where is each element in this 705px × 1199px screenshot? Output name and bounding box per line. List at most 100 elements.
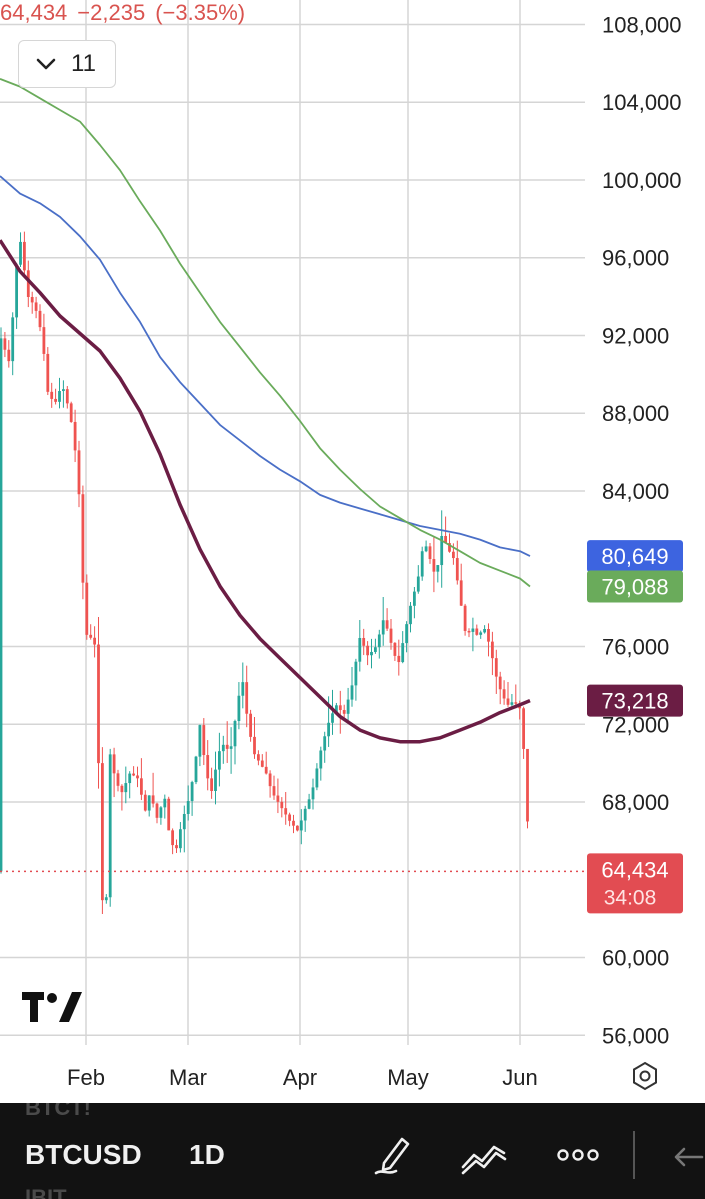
grid [0,0,585,1045]
candle-body [264,766,268,774]
y-tick-label: 56,000 [602,1023,669,1048]
interval-selector[interactable]: 11 [18,40,116,88]
undo-icon[interactable] [672,1143,704,1173]
candle-body [77,450,81,495]
candle-body [440,535,444,566]
candle-body [416,576,420,592]
candle-body [292,820,295,826]
candle-body [58,391,61,402]
candle-body [116,773,120,786]
y-tick-label: 76,000 [602,634,669,659]
candle-body [140,778,143,795]
candle-body [455,558,459,581]
candle-body [85,582,89,635]
candle-body [346,699,350,714]
price-badge-bg [587,684,683,717]
candle-body [210,778,213,791]
candle-body [112,754,116,774]
candle-body [81,494,85,583]
candle-body [358,637,362,662]
y-tick-label: 104,000 [602,90,682,115]
price-badge: 64,434 34:08 [587,853,683,914]
candle-body [3,338,7,350]
candle-body [143,794,147,811]
candle-body [436,565,440,572]
candle-body [249,713,252,737]
y-tick-label: 88,000 [602,401,669,426]
candle-body [147,795,151,811]
price-badge: 73,218 [587,684,683,717]
candle-body [522,708,525,749]
candle-body [124,783,128,793]
candle-body [315,768,319,788]
candle-body [350,685,354,700]
candle-body [93,637,96,645]
timeframe-selector[interactable]: 1D [189,1139,225,1170]
price-change-pct: (−3.35%) [155,0,246,25]
candle-body [50,391,54,399]
watchlist-prev-symbol[interactable]: BTCT! [25,1103,91,1120]
line-tool-icon[interactable] [460,1139,508,1175]
candle-body [0,338,3,872]
more-icon[interactable] [556,1145,600,1165]
candle-body [510,702,514,705]
candle-body [155,803,159,818]
candle-body [19,241,22,265]
candle-body [354,661,358,686]
candle-body [506,698,510,705]
candle-body [452,551,455,559]
candle-body [323,736,327,751]
candle-body [296,825,299,831]
candle-body [498,676,502,690]
candle-body [175,845,178,849]
candle-body [342,710,346,714]
candle-body [151,795,155,804]
x-tick-label: Mar [169,1065,207,1090]
y-tick-label: 60,000 [602,946,669,971]
quote-header: 64,434 −2,235 (−3.35%) [0,0,255,30]
candle-body [366,645,369,656]
candle-body [448,543,451,552]
candle-body [253,736,256,755]
price-badge-label: 79,088 [601,574,668,599]
chevron-down-icon [36,58,56,70]
candle-body [241,682,245,696]
candle-body [46,353,50,392]
candle-body [65,389,69,404]
candle-body [132,773,135,776]
candle-body [186,801,190,814]
y-tick-label: 108,000 [602,12,682,37]
candle-body [303,808,307,821]
y-tick-label: 92,000 [602,323,669,348]
candle-body [194,756,198,783]
pencil-icon[interactable] [372,1133,414,1177]
toolbar-divider [633,1131,635,1179]
candle-body [288,814,291,821]
candle-body [471,628,475,632]
candle-body [136,775,139,779]
candle-body [393,642,397,656]
candle-body [34,302,38,311]
candle-body [182,813,186,830]
candle-body [38,310,42,328]
y-tick-label: 68,000 [602,790,669,815]
candle-body [89,634,93,638]
candle-body [413,591,416,606]
candle-body [30,297,34,303]
candle-body [26,270,30,298]
candle-body [179,829,182,849]
price-chart[interactable]: 108,000 104,000 100,000 96,000 92,000 88,000 8… [0,0,705,1103]
candle-body [362,637,366,646]
candle-body [405,624,408,644]
price-badge-bg [587,540,683,573]
last-price: 64,434 [0,0,68,25]
price-badge-label: 64,434 [601,857,668,882]
symbol-selector[interactable]: BTCUSD [25,1139,142,1170]
candle-body [42,327,46,354]
candle-body [409,605,412,625]
candle-body [120,785,124,793]
watchlist-next-symbol[interactable]: IBIT [25,1185,67,1199]
candle-body [307,799,311,809]
settings-icon[interactable] [630,1061,660,1091]
candle-body [491,641,494,659]
